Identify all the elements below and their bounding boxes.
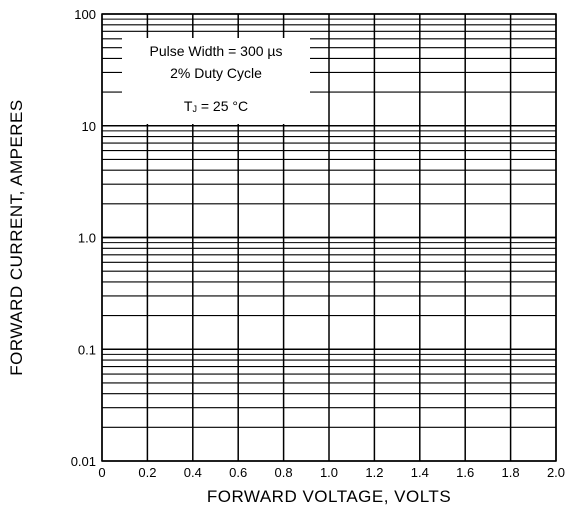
x-tick-label: 0.4 bbox=[184, 465, 202, 480]
y-tick-label: 0.01 bbox=[71, 454, 96, 469]
x-tick-label: 0.8 bbox=[275, 465, 293, 480]
conditions-note-background bbox=[122, 38, 310, 124]
plot-frame bbox=[101, 13, 557, 462]
x-tick-label: 1.8 bbox=[502, 465, 520, 480]
temperature-value: = 25 °C bbox=[197, 98, 248, 114]
y-tick-label: 10 bbox=[82, 119, 96, 134]
y-tick-label: 0.1 bbox=[78, 342, 96, 357]
pulse-width-note: Pulse Width = 300 µs bbox=[150, 43, 283, 59]
x-axis-label: FORWARD VOLTAGE, VOLTS bbox=[207, 487, 451, 506]
x-tick-label: 2.0 bbox=[547, 465, 565, 480]
junction-temperature-note: TJ = 25 °C bbox=[184, 98, 248, 114]
conditions-note: Pulse Width = 300 µs 2% Duty Cycle TJ = … bbox=[122, 38, 310, 124]
x-tick-label: 0.2 bbox=[138, 465, 156, 480]
temperature-symbol: T bbox=[184, 98, 193, 114]
x-tick-label: 0.6 bbox=[229, 465, 247, 480]
y-tick-label: 1.0 bbox=[78, 231, 96, 246]
x-tick-label: 1.0 bbox=[320, 465, 338, 480]
duty-cycle-note: 2% Duty Cycle bbox=[170, 65, 262, 81]
x-tick-label: 1.2 bbox=[365, 465, 383, 480]
y-axis-label: FORWARD CURRENT, AMPERES bbox=[7, 99, 26, 375]
x-tick-label: 0 bbox=[98, 465, 105, 480]
x-tick-label: 1.4 bbox=[411, 465, 429, 480]
temperature-subscript: J bbox=[192, 104, 197, 114]
tick-labels: 0 0.2 0.4 0.6 0.8 1.0 1.2 1.4 1.6 1.8 2.0 0.01 0.1 1.… bbox=[71, 7, 565, 480]
y-tick-label: 100 bbox=[74, 7, 96, 22]
x-tick-label: 1.6 bbox=[456, 465, 474, 480]
